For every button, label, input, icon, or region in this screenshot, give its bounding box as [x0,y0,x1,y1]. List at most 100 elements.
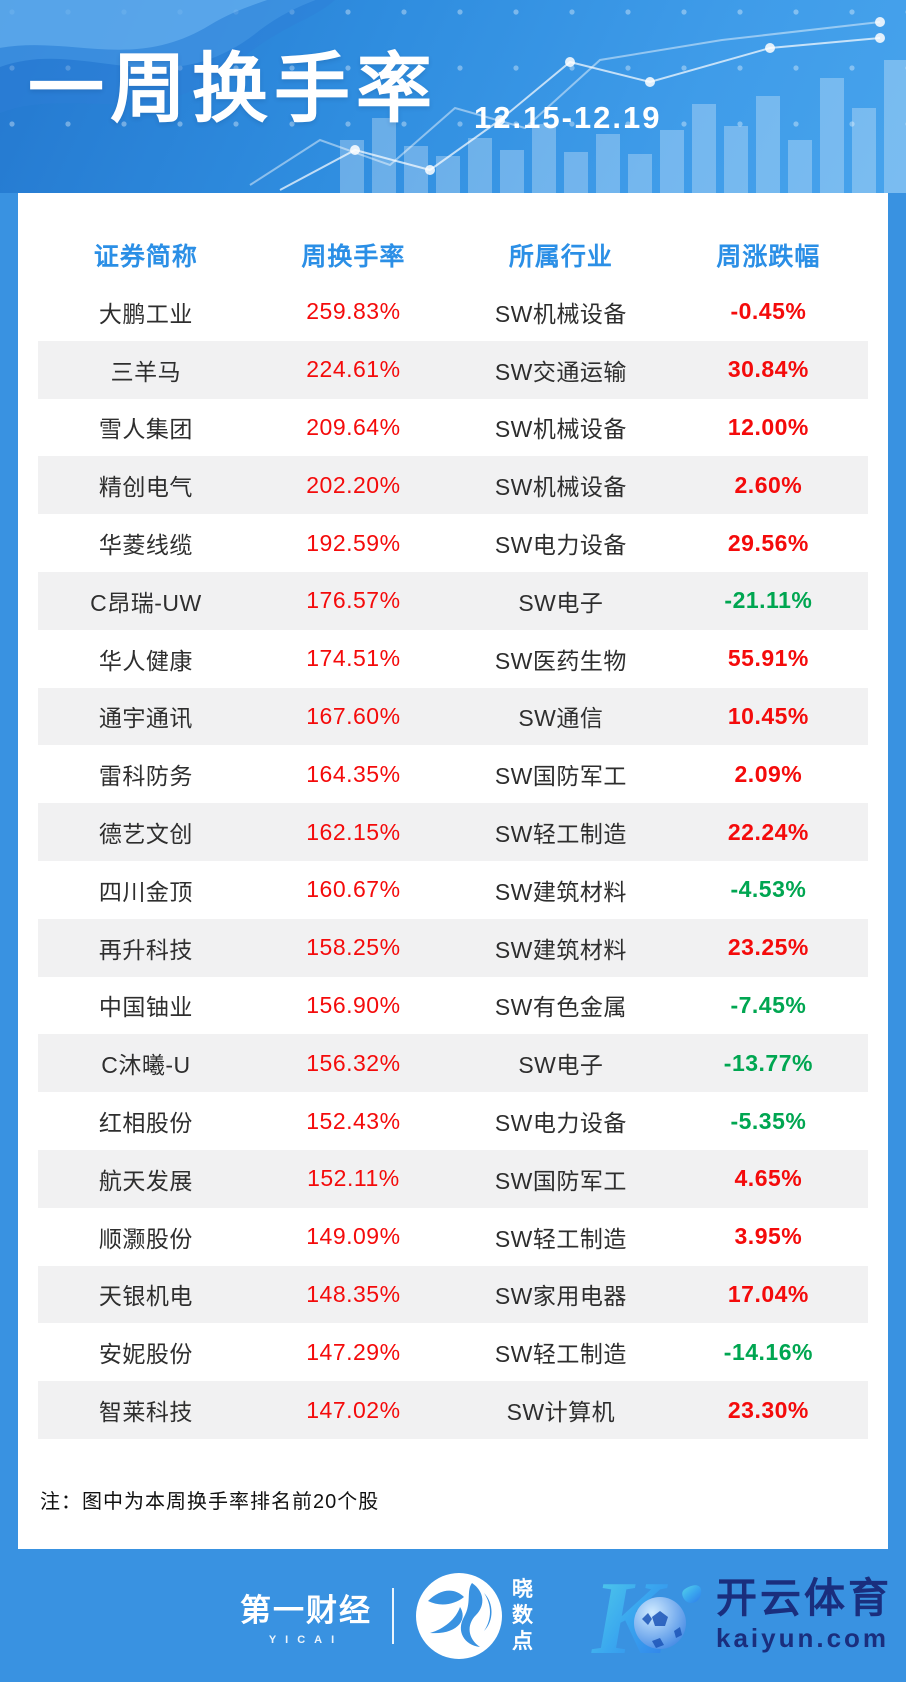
stock-name: C昂瑞-UW [90,589,202,616]
table-row: 航天发展 152.11% SW国防军工 4.65% [38,1149,868,1208]
turnover-value: 152.43% [306,1107,401,1134]
turnover-value: 192.59% [306,529,401,556]
change-value: 2.60% [734,471,803,498]
stock-name: 通宇通讯 [98,705,193,732]
wave-decoration [0,0,316,68]
stock-name: 中国铀业 [98,994,193,1021]
turnover-value: 160.67% [306,876,401,903]
table-row: 中国铀业 156.90% SW有色金属 -7.45% [38,976,868,1035]
stock-name: 航天发展 [98,1167,193,1194]
turnover-value: 162.15% [306,818,401,845]
turnover-value: 148.35% [306,1280,401,1307]
change-value: 10.45% [727,702,809,729]
turnover-value: 152.11% [307,1165,400,1192]
turnover-value: 147.29% [306,1338,401,1365]
table-body: 大鹏工业 259.83% SW机械设备 -0.45% 三羊马 224.61% S… [38,283,868,1439]
turnover-value: 202.20% [306,471,401,498]
change-value: -14.16% [723,1338,813,1365]
table-row: 华菱线缆 192.59% SW电力设备 29.56% [38,514,868,572]
change-value: -4.53% [730,876,807,903]
industry-label: SW计算机 [506,1399,616,1426]
table-card: 证券简称 周换手率 所属行业 周涨跌幅 大鹏工业 259.83% SW机械设备 … [18,193,888,1549]
table-row: 雷科防务 164.35% SW国防军工 2.09% [38,745,868,804]
industry-label: SW建筑材料 [494,878,627,905]
date-range: 12.15-12.19 [474,100,662,135]
stock-name: 华人健康 [98,647,193,674]
stock-name: 三羊马 [110,358,182,385]
table-row: 四川金顶 160.67% SW建筑材料 -4.53% [38,860,868,919]
stock-name: C沐曦-U [101,1052,191,1079]
page-title: 一周换手率 [28,47,438,132]
stock-name: 智莱科技 [98,1399,193,1426]
industry-label: SW轻工制造 [494,821,627,848]
stock-name: 红相股份 [98,1110,193,1137]
yicai-logo-text: 第一财经 [240,1593,372,1628]
bar-chart-decoration [340,60,906,193]
table-row: C沐曦-U 156.32% SW电子 -13.77% [38,1034,868,1093]
change-value: -7.45% [730,991,807,1018]
line-chart-decoration [249,17,885,191]
industry-label: SW电力设备 [494,1110,627,1137]
change-value: 23.25% [727,934,809,961]
industry-label: SW机械设备 [494,474,627,501]
stock-name: 雪人集团 [98,416,193,443]
industry-label: SW机械设备 [494,300,627,327]
stock-name: 安妮股份 [98,1341,193,1368]
xiaoshudian-label: 晓数点 [512,1577,533,1653]
industry-label: SW建筑材料 [494,936,627,963]
change-value: 12.00% [727,413,809,440]
wave-decoration [0,0,335,114]
turnover-value: 209.64% [306,413,401,440]
industry-label: SW电力设备 [494,532,627,559]
industry-label: SW轻工制造 [494,1341,627,1368]
yicai-logo: 第一财经 YICAI [240,1585,372,1646]
kaiyun-domain-text: kaiyun.com [716,1622,890,1653]
change-value: 29.56% [727,529,809,556]
table-row: 精创电气 202.20% SW机械设备 2.60% [38,456,868,515]
footer: 第一财经 YICAI 晓数点 [0,1549,906,1682]
industry-label: SW有色金属 [494,994,627,1021]
turnover-value: 167.60% [306,702,401,729]
change-value: 23.30% [727,1396,809,1423]
change-value: 17.04% [727,1280,809,1307]
turnover-value: 149.09% [306,1223,401,1250]
stock-name: 四川金顶 [98,878,193,905]
stock-name: 雷科防务 [98,763,193,790]
industry-label: SW医药生物 [494,647,627,674]
column-header-stock: 证券简称 [93,242,198,271]
table-row: 天银机电 148.35% SW家用电器 17.04% [38,1265,868,1324]
industry-label: SW机械设备 [494,416,627,443]
turnover-value: 176.57% [306,587,401,614]
footnote: 注：图中为本周换手率排名前20个股 [40,1490,380,1513]
kaiyun-k-icon: K [591,1561,702,1671]
xiaoshudian-logo-icon [414,1571,504,1661]
stock-name: 华菱线缆 [98,532,193,559]
column-header-change: 周涨跌幅 [716,242,821,271]
table-row: 再升科技 158.25% SW建筑材料 23.25% [38,918,868,977]
stock-name: 顺灏股份 [98,1225,193,1252]
kaiyun-logo: K 开云体育 kaiyun.com [590,1561,892,1671]
stock-name: 德艺文创 [98,821,193,848]
kaiyun-logo-text: 开云体育 [716,1575,892,1622]
change-value: -5.35% [730,1107,807,1134]
stock-name: 天银机电 [98,1283,193,1310]
table-row: 顺灏股份 149.09% SW轻工制造 3.95% [38,1207,868,1266]
banner: 一周换手率 12.15-12.19 [0,0,906,193]
table-row: 智莱科技 147.02% SW计算机 23.30% [38,1381,868,1439]
change-value: 30.84% [727,356,809,383]
table-row: 三羊马 224.61% SW交通运输 30.84% [38,340,868,399]
yicai-logo-subtext: YICAI [268,1634,344,1646]
table-row: 通宇通讯 167.60% SW通信 10.45% [38,687,868,746]
change-value: 2.09% [734,760,803,787]
industry-label: SW国防军工 [494,763,627,790]
table-row: 华人健康 174.51% SW医药生物 55.91% [38,629,868,688]
table-header-row: 证券简称 周换手率 所属行业 周涨跌幅 [38,226,868,283]
change-value: -0.45% [730,298,807,325]
change-value: 4.65% [734,1165,803,1192]
turnover-value: 158.25% [306,934,401,961]
wave-decoration [0,0,268,50]
logo-divider [392,1587,394,1644]
table-row: 雪人集团 209.64% SW机械设备 12.00% [38,398,868,457]
stock-name: 再升科技 [98,936,193,963]
